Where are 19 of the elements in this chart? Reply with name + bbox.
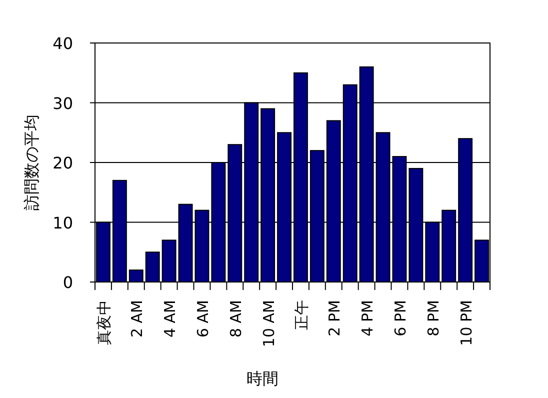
x-axis-title: 時間 bbox=[246, 369, 278, 388]
y-tick-label: 30 bbox=[52, 94, 73, 113]
x-tick-label: 8 PM bbox=[424, 300, 442, 336]
x-tick-label: 10 AM bbox=[260, 300, 278, 348]
x-tick-label: 真夜中 bbox=[95, 300, 114, 345]
y-axis-title: 訪問数の平均 bbox=[22, 114, 41, 210]
x-tick-label: 10 PM bbox=[457, 300, 476, 346]
x-tick-label: 2 PM bbox=[326, 300, 344, 336]
y-tick-label: 20 bbox=[52, 154, 73, 172]
x-tick-label: 4 PM bbox=[358, 300, 377, 336]
y-tick-label: 10 bbox=[52, 213, 73, 232]
x-tick-label: 2 AM bbox=[128, 300, 146, 338]
y-tick-label: 0 bbox=[62, 273, 73, 292]
x-tick-label: 6 AM bbox=[194, 300, 212, 338]
x-tick-label: 6 PM bbox=[391, 300, 410, 336]
x-tick-label: 4 AM bbox=[161, 300, 180, 338]
x-tick-label: 正午 bbox=[292, 300, 311, 330]
x-tick-label: 8 AM bbox=[226, 300, 245, 338]
y-tick-label: 40 bbox=[52, 34, 73, 53]
